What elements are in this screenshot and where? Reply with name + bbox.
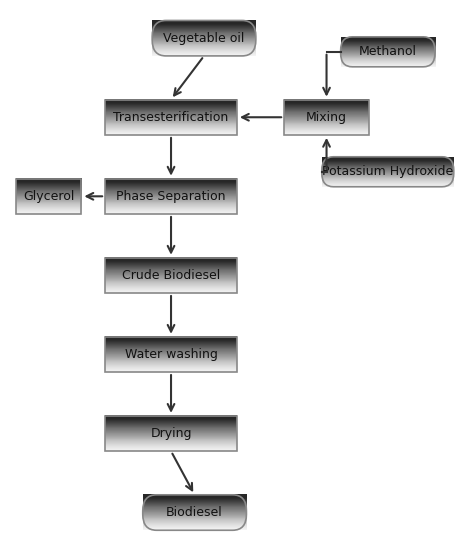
Text: Potassium Hydroxide: Potassium Hydroxide <box>322 165 454 178</box>
Text: Glycerol: Glycerol <box>23 190 74 203</box>
Text: Vegetable oil: Vegetable oil <box>164 32 245 45</box>
Text: Transesterification: Transesterification <box>113 111 228 124</box>
Text: Crude Biodiesel: Crude Biodiesel <box>122 269 220 282</box>
Text: Phase Separation: Phase Separation <box>116 190 226 203</box>
Text: Methanol: Methanol <box>359 45 417 58</box>
Text: Drying: Drying <box>150 427 192 440</box>
Text: Mixing: Mixing <box>306 111 347 124</box>
Text: Biodiesel: Biodiesel <box>166 506 223 519</box>
Text: Water washing: Water washing <box>125 348 218 361</box>
